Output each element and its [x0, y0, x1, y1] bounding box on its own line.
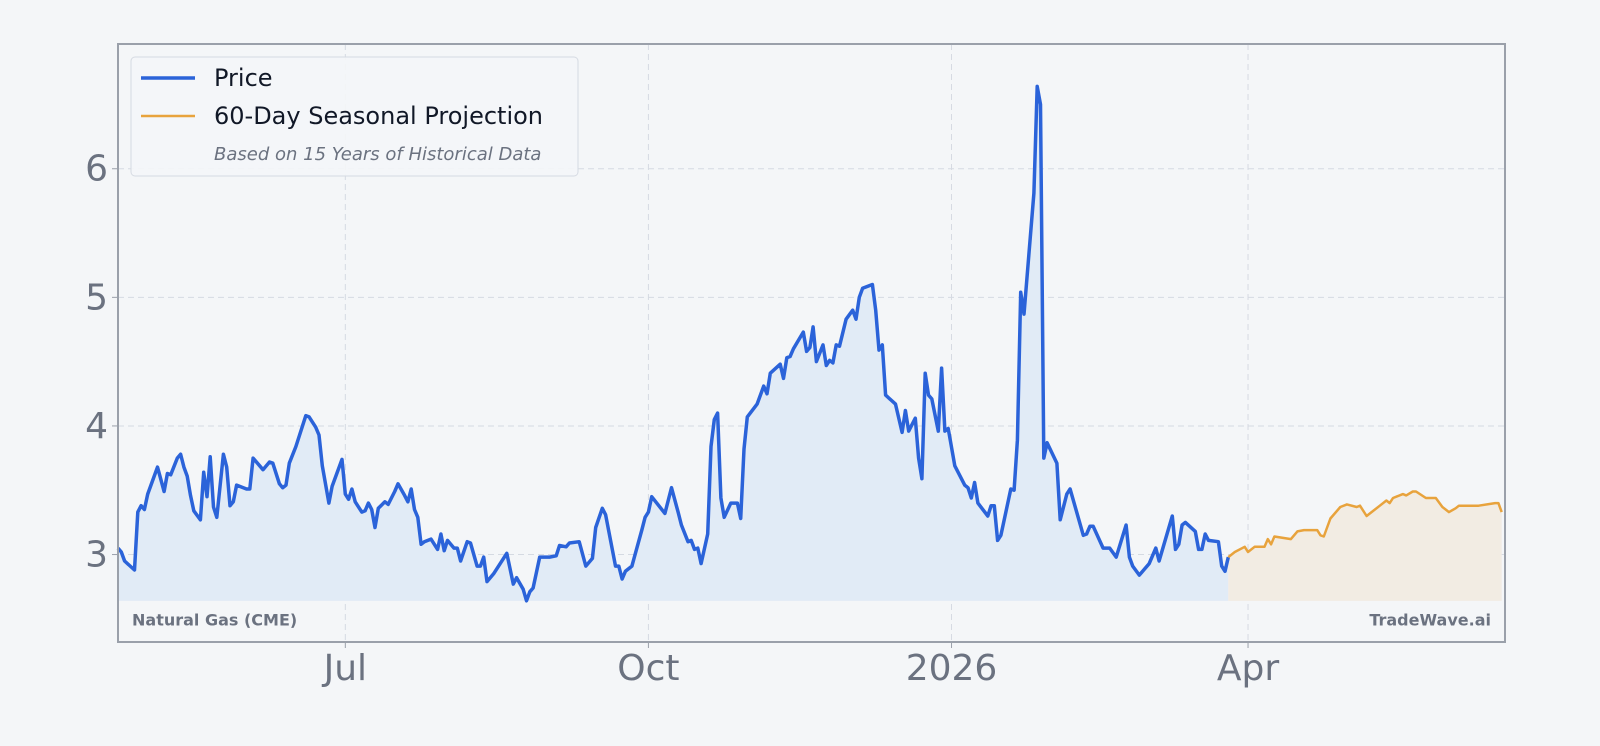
plot-frame — [117, 43, 1506, 643]
y-tick-label: 6 — [85, 149, 108, 190]
series-line — [116, 84, 1231, 603]
annotation: TradeWave.ai — [1369, 611, 1491, 630]
legend-note: Based on 15 Years of Historical Data — [214, 144, 541, 165]
x-tick-label: Apr — [1217, 648, 1279, 689]
legend-label: Price — [214, 64, 273, 92]
y-tick-label: 4 — [85, 406, 108, 447]
series-line — [1227, 490, 1503, 559]
y-tick-label: 3 — [85, 535, 108, 576]
legend-box — [130, 56, 579, 177]
series-area — [1228, 491, 1502, 601]
x-tick-label: Jul — [322, 648, 367, 689]
annotation: Natural Gas (CME) — [132, 611, 297, 630]
x-tick-label: 2026 — [906, 648, 998, 689]
series-area — [118, 86, 1229, 601]
y-tick-label: 5 — [85, 277, 108, 318]
legend-label: 60-Day Seasonal Projection — [214, 102, 543, 130]
x-tick-label: Oct — [617, 648, 679, 689]
